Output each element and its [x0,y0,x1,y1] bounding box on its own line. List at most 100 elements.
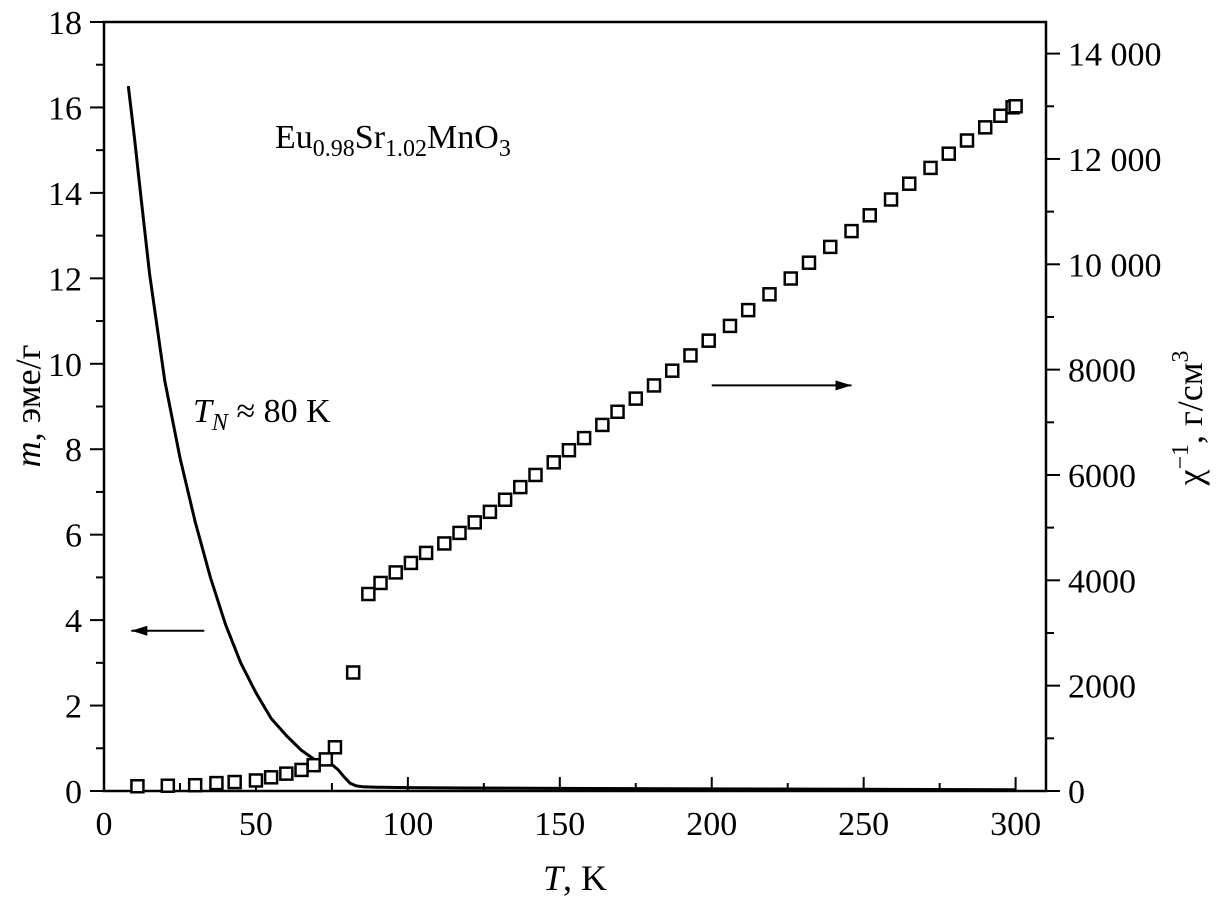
y-left-tick-label: 6 [65,518,82,555]
data-point-square [513,479,528,495]
y-left-tick-label: 12 [48,261,82,298]
y-left-axis-title: m, эме/г [8,345,48,468]
x-tick-label: 150 [534,806,585,843]
data-point-square [227,774,242,790]
tick-labels: 0 50 100 150 200 250 300 0 2 4 6 8 10 12 14 16 18 0 2000 40… [48,5,1162,843]
x-tick-label: 50 [239,806,273,843]
y-right-tick-label: 6000 [1068,458,1136,495]
data-point-square [160,778,176,793]
data-point-square [546,455,561,470]
y-left-tick-label: 4 [65,603,82,640]
formula-sr-sub: 1.02 [385,136,427,162]
data-point-square [862,208,878,223]
left-axis-arrow-head [131,625,148,636]
x-tick-label: 100 [382,806,433,843]
y-right-tick-label: 14 000 [1068,37,1162,74]
data-point-square [701,333,716,348]
tn-subscript: N [211,410,230,436]
data-point-square [318,752,334,767]
y-right-axis-title-sup: −1 [1168,444,1194,470]
y-left-tick-label: 2 [65,689,82,726]
data-point-square [883,192,899,207]
data-point-square [388,565,403,580]
data-point-square [345,665,361,680]
data-point-square [403,555,419,571]
data-point-square [482,504,498,520]
y-right-axis-title: χ−1, г/см3 [1168,350,1210,486]
magnetization-curve [126,85,1016,792]
formula-eu-sub: 0.98 [313,136,355,162]
data-point-square [923,160,938,176]
data-point-square [528,467,543,483]
data-point-square [576,430,592,446]
y-right-tick-label: 0 [1068,774,1085,811]
x-tick-label: 250 [838,806,889,843]
data-point-square [467,515,482,530]
data-point-square [187,777,203,793]
formula-eu: Eu [275,119,313,156]
formula-annotation: Eu0.98Sr1.02MnO3 [275,119,511,162]
data-point-square [437,536,452,551]
y-left-axis-title-unit: , эме/г [8,345,48,442]
x-tick-label: 0 [96,806,113,843]
right-axis-arrow-head [835,380,852,391]
y-right-tick-label: 8000 [1068,353,1136,390]
data-point-square [610,404,625,420]
y-right-tick-label: 4000 [1068,563,1136,600]
tn-symbol: T [193,393,214,430]
x-tick-label: 300 [990,806,1041,843]
data-point-square [130,779,145,794]
formula-sr: Sr [355,119,386,156]
formula-mno: MnO [427,119,499,156]
data-point-square [801,255,817,270]
y-left-tick-label: 14 [48,176,82,213]
y-left-tick-label: 16 [48,90,82,127]
data-point-square [844,223,859,239]
x-axis-title-unit: , K [563,858,607,898]
x-axis-title: T, K [543,858,607,898]
data-point-square [279,766,294,781]
data-point-square [263,770,279,785]
x-tick-label: 200 [686,806,737,843]
series-inverse-susceptibility [130,99,1023,794]
y-right-axis-title-symbol: χ [1170,470,1210,487]
data-point-square [902,176,917,191]
data-point-square [373,575,388,591]
data-point-square [722,318,738,334]
y-left-tick-label: 0 [65,774,82,811]
data-point-square [248,773,264,788]
data-point-square [209,775,224,791]
data-point-square [595,417,610,433]
data-point-square [977,120,993,135]
data-point-square [646,378,662,393]
data-point-square [294,762,309,778]
arrows [131,380,852,636]
data-point-square [306,757,321,773]
data-point-square [418,545,434,561]
data-point-square [941,146,957,161]
data-point-square [993,108,1008,124]
y-right-tick-label: 10 000 [1068,247,1162,284]
data-point-square [452,525,467,541]
data-point-square [823,239,838,255]
data-point-square [561,442,577,458]
y-left-tick-label: 8 [65,432,82,469]
y-right-tick-label: 12 000 [1068,142,1162,179]
tn-value: ≈ 80 K [228,393,331,430]
x-axis-title-symbol: T [543,858,566,898]
data-point-square [683,348,698,363]
data-point-square [959,133,975,148]
y-left-tick-label: 10 [48,347,82,384]
data-point-square [628,391,644,406]
data-point-square [740,302,756,318]
data-point-square [1008,99,1023,114]
y-left-tick-label: 18 [48,5,82,42]
y-right-axis-title-sup2: 3 [1168,350,1194,362]
neel-temperature-annotation: TN ≈ 80 K [193,393,331,436]
data-point-square [762,287,777,302]
data-point-square [664,363,680,378]
y-left-axis-title-symbol: m [8,441,48,467]
data-point-square [327,740,343,755]
